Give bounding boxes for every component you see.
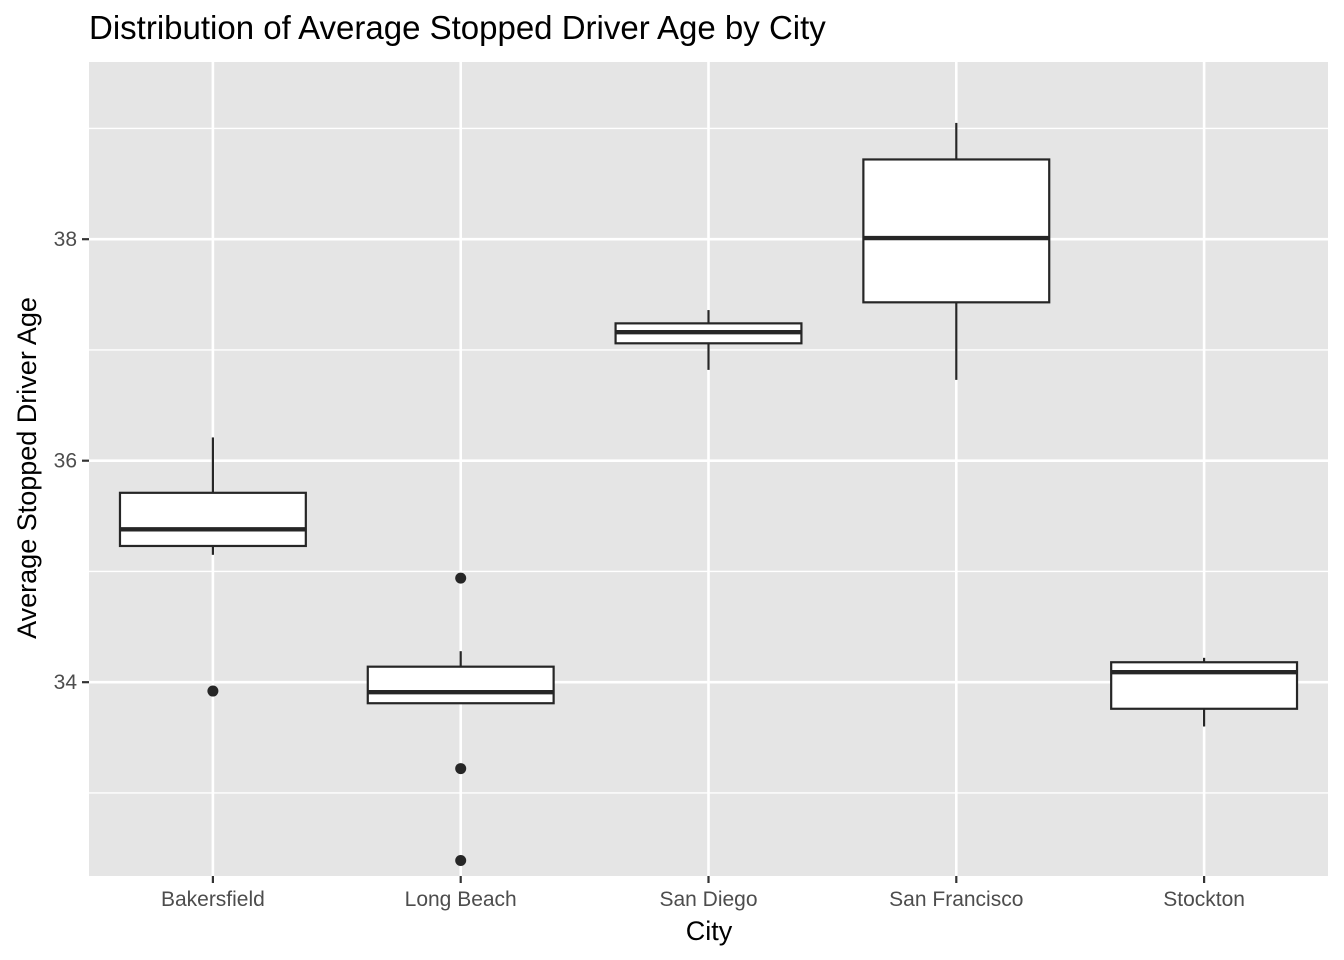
box-iqr bbox=[862, 158, 1051, 304]
x-axis-title: City bbox=[686, 916, 733, 946]
x-tick-label: San Diego bbox=[659, 888, 757, 911]
box-series bbox=[118, 122, 1299, 866]
box-san-diego bbox=[614, 310, 803, 370]
box-iqr bbox=[366, 665, 555, 705]
y-tick-label: 36 bbox=[54, 450, 77, 473]
y-tick-label: 38 bbox=[54, 228, 77, 251]
x-tick-label: Long Beach bbox=[405, 888, 517, 911]
x-tick-label: Stockton bbox=[1163, 888, 1245, 911]
box-san-francisco bbox=[862, 122, 1051, 380]
chart-title: Distribution of Average Stopped Driver A… bbox=[89, 9, 826, 46]
outlier-point bbox=[455, 572, 467, 584]
outlier-point bbox=[455, 763, 467, 775]
outlier-point bbox=[455, 854, 467, 866]
y-axis-title: Average Stopped Driver Age bbox=[12, 297, 42, 639]
y-tick-label: 34 bbox=[54, 671, 78, 694]
box-stockton bbox=[1110, 657, 1299, 727]
outlier-point bbox=[207, 685, 219, 697]
box-long-beach bbox=[366, 572, 555, 866]
x-tick-label: Bakersfield bbox=[161, 888, 265, 911]
box-iqr bbox=[118, 491, 307, 548]
x-tick-label: San Francisco bbox=[889, 888, 1023, 911]
y-axis: 34 36 38 bbox=[54, 228, 89, 694]
box-bakersfield bbox=[118, 437, 307, 697]
x-axis: Bakersfield Long Beach San Diego San Franci… bbox=[161, 876, 1245, 911]
box-iqr bbox=[1110, 661, 1299, 710]
